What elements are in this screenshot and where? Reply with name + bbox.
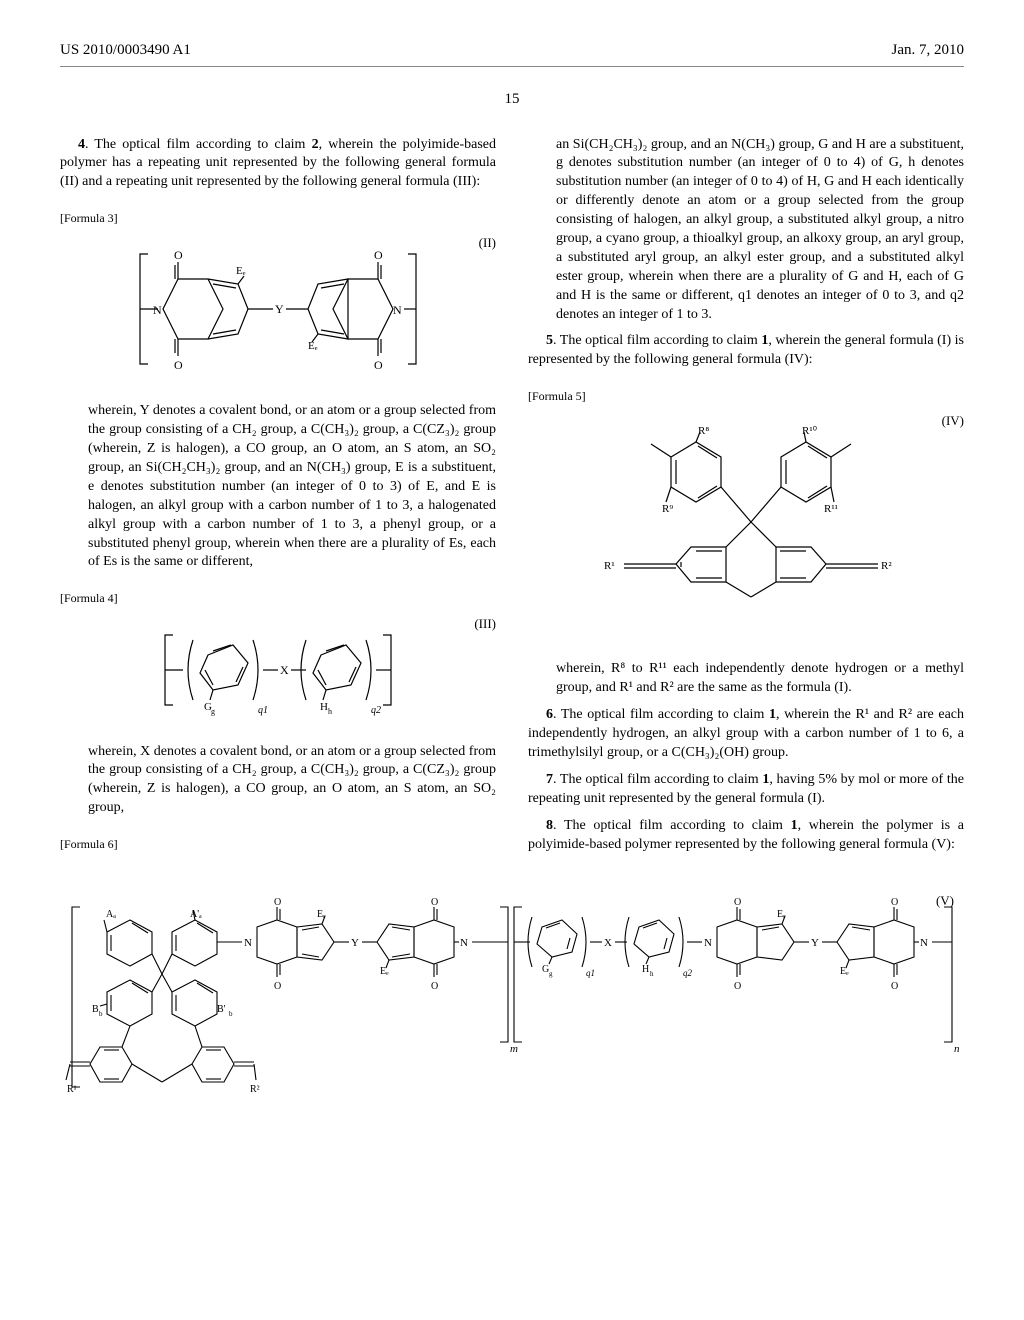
svg-text:O: O (431, 981, 438, 992)
svg-text:B: B (92, 1004, 99, 1015)
svg-text:q1: q1 (586, 968, 595, 978)
svg-text:O: O (891, 897, 898, 908)
formula-iv-structure: (IV) R⁸ R⁹ (528, 412, 964, 642)
wherein-iii: wherein, X denotes a covalent bond, or a… (88, 743, 496, 819)
claim-5-number: 5 (546, 333, 553, 348)
svg-text:O: O (374, 248, 383, 262)
svg-text:h: h (650, 970, 654, 978)
publication-date: Jan. 7, 2010 (892, 40, 965, 60)
svg-text:X: X (604, 937, 612, 949)
svg-text:Y: Y (811, 937, 819, 949)
svg-text:n: n (954, 1043, 960, 1055)
svg-text:N: N (244, 937, 252, 949)
formula-iii-structure: (III) G g (60, 615, 496, 725)
formula-v-structure: (V) m n Aₐ (60, 892, 964, 1102)
svg-text:Aₐ: Aₐ (106, 909, 116, 920)
claim-4: 4. The optical film according to claim 2… (60, 136, 496, 193)
svg-text:Y: Y (275, 302, 284, 316)
svg-text:Eₑ: Eₑ (380, 966, 389, 977)
svg-text:R⁹: R⁹ (662, 503, 673, 515)
claim-6: 6. The optical film according to claim 1… (528, 706, 964, 763)
svg-text:Y: Y (351, 937, 359, 949)
svg-text:b: b (229, 1010, 233, 1018)
svg-text:N: N (920, 937, 928, 949)
claim-6-number: 6 (546, 707, 553, 722)
svg-text:Eₑ: Eₑ (236, 265, 246, 277)
svg-text:Eₑ: Eₑ (317, 909, 326, 920)
formula-6-label: [Formula 6] (60, 836, 496, 852)
svg-text:R⁸: R⁸ (698, 425, 709, 437)
svg-text:A'ₐ: A'ₐ (190, 909, 202, 920)
svg-text:R¹: R¹ (67, 1084, 77, 1095)
patent-number: US 2010/0003490 A1 (60, 40, 191, 60)
formula-4-label: [Formula 4] (60, 590, 496, 606)
svg-text:O: O (174, 248, 183, 262)
svg-text:N: N (460, 937, 468, 949)
svg-text:H: H (642, 964, 649, 975)
claim-7: 7. The optical film according to claim 1… (528, 771, 964, 809)
svg-text:R²: R² (881, 560, 892, 572)
formula-iii-tag: (III) (474, 615, 496, 633)
svg-text:N: N (704, 937, 712, 949)
svg-text:b: b (99, 1010, 103, 1018)
formula-3-label: [Formula 3] (60, 210, 496, 226)
wherein-ii: wherein, Y denotes a covalent bond, or a… (88, 402, 496, 572)
svg-text:Eₑ: Eₑ (840, 966, 849, 977)
page-header: US 2010/0003490 A1 Jan. 7, 2010 (60, 40, 964, 67)
svg-text:q2: q2 (683, 968, 693, 978)
claim-4-number: 4 (78, 137, 85, 152)
svg-text:O: O (734, 981, 741, 992)
page-number: 15 (60, 89, 964, 109)
formula-ii-structure: (II) O O N (60, 234, 496, 384)
svg-text:m: m (510, 1043, 518, 1055)
claim-5: 5. The optical film according to claim 1… (528, 332, 964, 370)
svg-text:R¹: R¹ (604, 560, 615, 572)
svg-text:O: O (734, 897, 741, 908)
formula-iii-svg: G g q1 X (138, 615, 418, 725)
formula-ii-tag: (II) (479, 234, 496, 252)
formula-iv-svg: R⁸ R⁹ R¹⁰ R¹¹ (576, 412, 916, 642)
svg-text:O: O (374, 358, 383, 372)
claim-7-number: 7 (546, 772, 553, 787)
svg-text:g: g (549, 970, 553, 978)
svg-text:g: g (211, 707, 215, 716)
svg-text:q1: q1 (258, 705, 268, 716)
formula-iv-tag: (IV) (942, 412, 964, 430)
svg-text:h: h (328, 707, 332, 716)
svg-text:O: O (891, 981, 898, 992)
svg-text:N: N (153, 303, 162, 317)
formula-5-label: [Formula 5] (528, 388, 964, 404)
svg-text:R¹¹: R¹¹ (824, 503, 838, 515)
claim-8-number: 8 (546, 818, 553, 833)
wherein-iv: wherein, R⁸ to R¹¹ each independently de… (556, 660, 964, 698)
left-column: 4. The optical film according to claim 2… (60, 136, 496, 863)
svg-text:X: X (280, 663, 289, 677)
svg-text:H: H (320, 701, 328, 713)
svg-text:N: N (393, 303, 402, 317)
continuation-text: an Si(CH₂CH₃)₂ group, and an N(CH₃) grou… (556, 136, 964, 325)
two-column-layout: 4. The optical film according to claim 2… (60, 136, 964, 863)
formula-ii-svg: O O N Eₑ Y (118, 234, 438, 384)
svg-text:R²: R² (250, 1084, 260, 1095)
svg-text:q2: q2 (371, 705, 381, 716)
svg-text:Eₑ: Eₑ (777, 909, 786, 920)
svg-text:O: O (174, 358, 183, 372)
claim-8: 8. The optical film according to claim 1… (528, 817, 964, 855)
formula-v-tag: (V) (936, 892, 954, 910)
svg-text:O: O (274, 897, 281, 908)
formula-v-svg: m n Aₐ A'ₐ (62, 892, 962, 1102)
right-column: an Si(CH₂CH₃)₂ group, and an N(CH₃) grou… (528, 136, 964, 863)
svg-text:O: O (431, 897, 438, 908)
svg-text:B': B' (217, 1004, 226, 1015)
svg-text:O: O (274, 981, 281, 992)
